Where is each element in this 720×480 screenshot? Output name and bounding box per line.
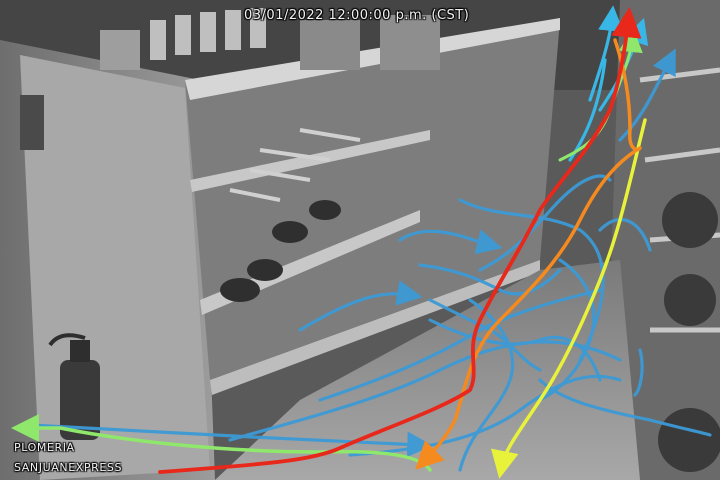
shelf-endcap bbox=[20, 55, 210, 480]
camera-label-store: SANJUANEXPRESS bbox=[14, 461, 123, 474]
fire-extinguisher bbox=[48, 333, 100, 440]
track-blue-14 bbox=[618, 48, 676, 142]
floor bbox=[215, 260, 640, 480]
track-blue-4 bbox=[418, 263, 562, 296]
track-blue-9 bbox=[348, 374, 622, 457]
tracks-blue bbox=[28, 48, 712, 472]
hanging-items bbox=[229, 128, 361, 202]
track-blue-16 bbox=[598, 218, 652, 252]
shelf-unit bbox=[185, 20, 560, 380]
shelf-board-1 bbox=[190, 130, 430, 192]
camera-label-plomeria: PLOMERIA bbox=[14, 441, 75, 454]
track-blue-10 bbox=[478, 174, 612, 272]
track-blue-2 bbox=[298, 280, 423, 332]
shelf-board-3 bbox=[210, 260, 540, 395]
track-blue-11 bbox=[538, 378, 712, 437]
track-orange bbox=[415, 38, 642, 470]
shelf-board-top bbox=[185, 18, 560, 100]
track-red bbox=[158, 6, 642, 474]
track-blue-8 bbox=[428, 318, 602, 382]
track-blue-6 bbox=[228, 340, 622, 442]
track-blue-3 bbox=[398, 229, 503, 255]
track-blue-13 bbox=[538, 258, 596, 402]
timestamp-overlay: 03/01/2022 12:00:00 p.m. (CST) bbox=[244, 8, 470, 23]
track-yellow bbox=[491, 118, 647, 479]
track-green bbox=[11, 414, 432, 472]
right-products bbox=[658, 192, 720, 472]
wall-sign bbox=[20, 95, 44, 150]
track-blue-5 bbox=[318, 288, 602, 402]
track-blue-12 bbox=[458, 298, 515, 472]
track-blue-7 bbox=[458, 198, 605, 362]
products-top bbox=[100, 8, 440, 70]
plungers bbox=[220, 200, 341, 302]
track-blue-1 bbox=[28, 423, 433, 458]
track-cyan-1 bbox=[588, 5, 624, 102]
track-blue-17 bbox=[633, 348, 644, 397]
